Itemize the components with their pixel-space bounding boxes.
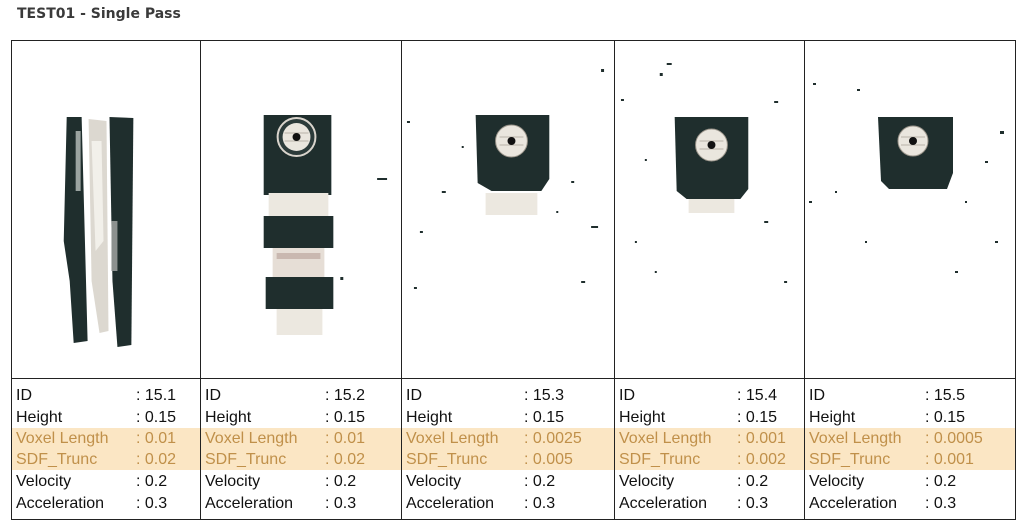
height-value: : 0.15 <box>524 409 565 426</box>
height-label: Height <box>809 409 856 426</box>
sdf-trunc-label: SDF_Trunc <box>16 451 98 468</box>
velocity-value: : 0.2 <box>737 473 769 490</box>
height-value: : 0.15 <box>925 409 966 426</box>
sdf-trunc-value: : 0.001 <box>925 451 974 468</box>
result-column: ID : 15.2 Height : 0.15 Voxel Length : 0.01… <box>201 41 402 519</box>
sdf-trunc-value: : 0.02 <box>325 451 366 468</box>
voxel-length-label: Voxel Length <box>619 430 712 447</box>
result-column: ID : 15.3 Height : 0.15 Voxel Length : 0.00… <box>402 41 615 519</box>
id-label: ID <box>16 387 32 404</box>
sdf-trunc-value: : 0.002 <box>737 451 786 468</box>
id-value: : 15.5 <box>925 387 966 404</box>
acceleration-label: Acceleration <box>809 495 898 512</box>
sdf-trunc-value: : 0.005 <box>524 451 573 468</box>
id-value: : 15.2 <box>325 387 366 404</box>
height-value: : 0.15 <box>325 409 366 426</box>
sdf-trunc-value: : 0.02 <box>136 451 177 468</box>
voxel-length-value: : 0.0025 <box>524 430 582 447</box>
velocity-label: Velocity <box>205 473 261 490</box>
parameter-panel: ID : 15.4 Height : 0.15 Voxel Length : 0.00… <box>615 378 804 519</box>
velocity-label: Velocity <box>16 473 72 490</box>
voxel-length-value: : 0.0005 <box>925 430 983 447</box>
id-label: ID <box>205 387 221 404</box>
acceleration-label: Acceleration <box>205 495 294 512</box>
acceleration-value: : 0.3 <box>925 495 957 512</box>
velocity-label: Velocity <box>406 473 462 490</box>
velocity-value: : 0.2 <box>524 473 556 490</box>
height-label: Height <box>205 409 252 426</box>
parameter-panel: ID : 15.3 Height : 0.15 Voxel Length : 0.00… <box>402 378 614 519</box>
result-column: ID : 15.1 Height : 0.15 Voxel Length : 0.01… <box>12 41 201 519</box>
id-label: ID <box>406 387 422 404</box>
highlight-band <box>201 428 401 470</box>
result-column: ID : 15.4 Height : 0.15 Voxel Length : 0.00… <box>615 41 805 519</box>
height-value: : 0.15 <box>737 409 778 426</box>
reconstruction-image <box>805 41 1015 378</box>
reconstruction-image <box>615 41 804 378</box>
voxel-length-value: : 0.01 <box>325 430 366 447</box>
results-grid: ID : 15.1 Height : 0.15 Voxel Length : 0.01… <box>11 40 1016 520</box>
acceleration-value: : 0.3 <box>737 495 769 512</box>
reconstruction-image <box>402 41 614 378</box>
height-value: : 0.15 <box>136 409 177 426</box>
sdf-trunc-label: SDF_Trunc <box>205 451 287 468</box>
id-label: ID <box>809 387 825 404</box>
acceleration-value: : 0.3 <box>524 495 556 512</box>
id-value: : 15.1 <box>136 387 177 404</box>
id-value: : 15.3 <box>524 387 565 404</box>
voxel-length-value: : 0.001 <box>737 430 786 447</box>
voxel-length-value: : 0.01 <box>136 430 177 447</box>
voxel-length-label: Voxel Length <box>406 430 499 447</box>
sdf-trunc-label: SDF_Trunc <box>406 451 488 468</box>
velocity-value: : 0.2 <box>325 473 357 490</box>
height-label: Height <box>16 409 63 426</box>
velocity-value: : 0.2 <box>925 473 957 490</box>
highlight-band <box>402 428 614 470</box>
id-value: : 15.4 <box>737 387 778 404</box>
sdf-trunc-label: SDF_Trunc <box>809 451 891 468</box>
reconstruction-image <box>12 41 200 378</box>
highlight-band <box>12 428 200 470</box>
acceleration-value: : 0.3 <box>136 495 168 512</box>
result-column: ID : 15.5 Height : 0.15 Voxel Length : 0.00… <box>805 41 1015 519</box>
voxel-length-label: Voxel Length <box>809 430 902 447</box>
sdf-trunc-label: SDF_Trunc <box>619 451 701 468</box>
voxel-length-label: Voxel Length <box>16 430 109 447</box>
height-label: Height <box>619 409 666 426</box>
height-label: Height <box>406 409 453 426</box>
parameter-panel: ID : 15.2 Height : 0.15 Voxel Length : 0.01… <box>201 378 401 519</box>
acceleration-label: Acceleration <box>619 495 708 512</box>
acceleration-value: : 0.3 <box>325 495 357 512</box>
acceleration-label: Acceleration <box>16 495 105 512</box>
parameter-panel: ID : 15.1 Height : 0.15 Voxel Length : 0.01… <box>12 378 200 519</box>
velocity-label: Velocity <box>809 473 865 490</box>
velocity-value: : 0.2 <box>136 473 168 490</box>
reconstruction-image <box>201 41 401 378</box>
parameter-panel: ID : 15.5 Height : 0.15 Voxel Length : 0.00… <box>805 378 1015 519</box>
acceleration-label: Acceleration <box>406 495 495 512</box>
highlight-band <box>615 428 804 470</box>
voxel-length-label: Voxel Length <box>205 430 298 447</box>
velocity-label: Velocity <box>619 473 675 490</box>
page-title: TEST01 - Single Pass <box>17 6 181 22</box>
highlight-band <box>805 428 1015 470</box>
id-label: ID <box>619 387 635 404</box>
